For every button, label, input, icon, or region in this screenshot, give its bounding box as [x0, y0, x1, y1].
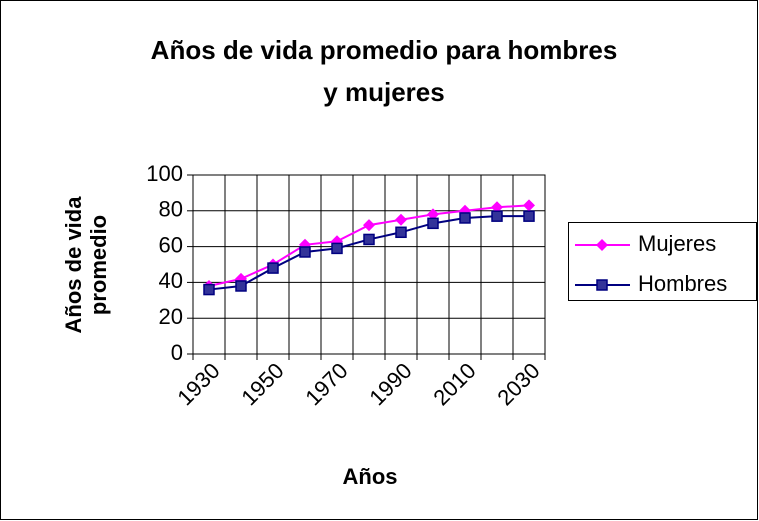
data-point [491, 210, 503, 222]
x-axis-title: Años [343, 464, 398, 489]
data-point [267, 262, 279, 274]
data-point [363, 219, 375, 232]
y-tick-label: 40 [159, 268, 183, 293]
data-point [299, 246, 311, 258]
y-axis-title-line: promedio [86, 215, 111, 315]
data-point [523, 199, 535, 212]
y-axis-title: Años de vida promedio [61, 196, 111, 334]
data-point [363, 233, 375, 246]
legend-marker [596, 279, 608, 291]
data-point [427, 217, 439, 230]
y-axis-title-line: Años de vida [61, 196, 86, 334]
y-tick-label: 60 [159, 232, 183, 257]
chart-title: Años de vida promedio para hombres [151, 35, 618, 65]
data-point [331, 242, 343, 255]
y-tick-label: 20 [159, 304, 183, 329]
data-point [491, 201, 503, 214]
data-point [427, 208, 439, 221]
data-point [395, 213, 407, 226]
chart-title: y mujeres [323, 77, 444, 107]
data-point [395, 226, 407, 239]
y-tick-label: 0 [171, 340, 183, 365]
y-tick-label: 80 [159, 197, 183, 222]
plot-area [192, 174, 546, 355]
legend-marker [596, 239, 608, 251]
data-point [203, 283, 215, 296]
data-point [459, 212, 471, 224]
data-point [523, 210, 535, 222]
y-tick-label: 100 [146, 161, 183, 186]
legend-label: Mujeres [638, 231, 716, 256]
data-point [235, 280, 247, 292]
legend-label: Hombres [638, 271, 727, 296]
